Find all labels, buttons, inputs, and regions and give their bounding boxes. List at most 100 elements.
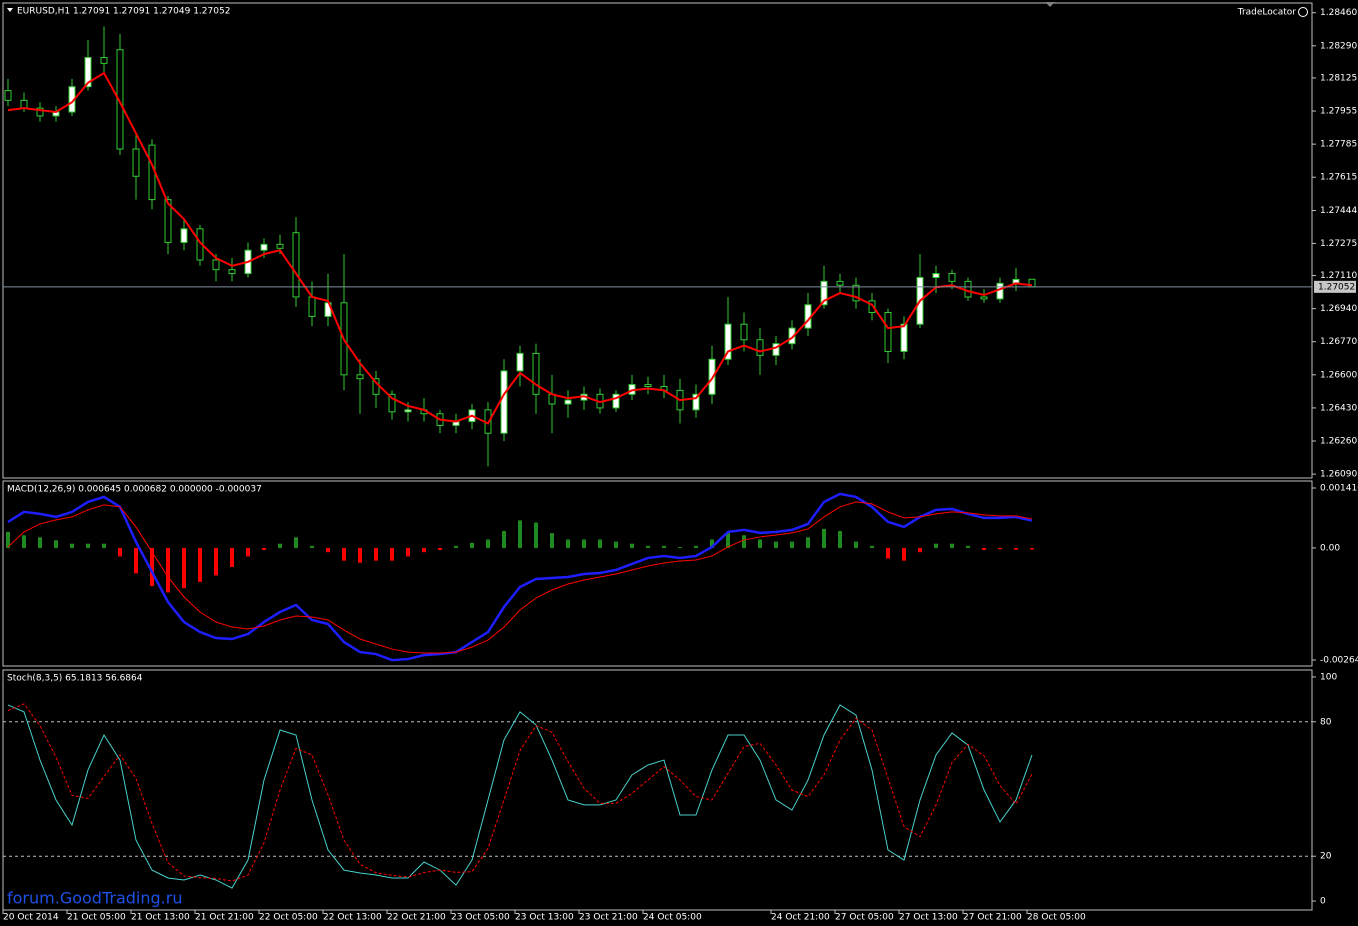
histogram-bar	[22, 535, 26, 548]
candle-body	[852, 284, 860, 302]
histogram-bar	[1030, 547, 1034, 550]
candle-body	[996, 282, 1004, 300]
histogram-bar	[614, 541, 618, 548]
histogram-bar	[198, 547, 202, 582]
x-tick-label: 22 Oct 05:00	[259, 913, 318, 923]
histogram-bar	[774, 541, 778, 548]
histogram-bar	[166, 547, 170, 593]
y-tick-label: 80	[1320, 717, 1332, 727]
y-tick-label: 1.27955	[1320, 107, 1357, 117]
histogram-bar	[390, 547, 394, 561]
histogram-bar	[454, 545, 458, 548]
indicator-line	[7, 703, 1033, 882]
candle-body	[692, 393, 700, 411]
indicator-line	[7, 492, 1033, 662]
histogram-bar	[950, 543, 954, 548]
histogram-bar	[662, 545, 666, 548]
candle-body	[260, 243, 268, 251]
y-tick-label: -0.002646	[1320, 655, 1358, 665]
histogram-bar	[86, 543, 90, 548]
histogram-bar	[214, 547, 218, 576]
histogram-bar	[422, 547, 426, 553]
histogram-bar	[902, 547, 906, 561]
candle-body	[836, 280, 844, 286]
y-tick-label: 100	[1320, 672, 1337, 682]
x-tick-label: 21 Oct 13:00	[131, 913, 190, 923]
histogram-bar	[486, 539, 490, 548]
histogram-bar	[182, 547, 186, 589]
y-tick-label: 1.27785	[1320, 140, 1357, 150]
candle-body	[388, 393, 396, 413]
candle-body	[964, 280, 972, 298]
histogram-bar	[502, 531, 506, 548]
x-tick-label: 21 Oct 05:00	[67, 913, 126, 923]
histogram-bar	[934, 543, 938, 548]
histogram-bar	[822, 528, 826, 548]
candle-body	[532, 352, 540, 395]
price-label-box	[1314, 280, 1356, 293]
candle-body	[740, 323, 748, 341]
histogram-bar	[406, 547, 410, 557]
y-tick-label: 1.27444	[1320, 206, 1357, 216]
candle-body	[900, 323, 908, 352]
histogram-bar	[470, 542, 474, 548]
y-tick-label: 0.001416	[1320, 483, 1358, 493]
histogram-bar	[518, 520, 522, 548]
candle-body	[100, 57, 108, 64]
histogram-bar	[838, 531, 842, 548]
histogram-bar	[262, 547, 266, 551]
histogram-bar	[374, 547, 378, 561]
y-tick-label: 0	[1320, 897, 1326, 907]
histogram-bar	[134, 547, 138, 574]
histogram-bar	[534, 522, 538, 548]
histogram-bar	[966, 545, 970, 548]
histogram-bar	[710, 539, 714, 548]
candle-body	[276, 243, 284, 249]
panel-title: EURUSD,H1 1.27091 1.27091 1.27049 1.2705…	[17, 7, 230, 17]
histogram-bar	[998, 547, 1002, 550]
y-tick-label: 1.28460	[1320, 8, 1357, 18]
panel-frame	[2, 480, 1313, 667]
histogram-bar	[742, 535, 746, 548]
panel-frame	[2, 2, 1313, 479]
y-tick-label: 1.26940	[1320, 304, 1357, 314]
candle-body	[612, 393, 620, 409]
y-tick-label: 1.26430	[1320, 403, 1357, 413]
histogram-bar	[678, 547, 682, 549]
candle-body	[948, 273, 956, 282]
trade-locator: TradeLocator	[1237, 8, 1297, 18]
x-tick-label: 23 Oct 05:00	[451, 913, 510, 923]
histogram-bar	[886, 547, 890, 559]
x-tick-label: 23 Oct 13:00	[515, 913, 574, 923]
x-tick-label: 28 Oct 05:00	[1027, 913, 1086, 923]
candle-body	[212, 259, 220, 271]
y-tick-label: 1.27275	[1320, 239, 1357, 249]
y-tick-label: 1.27615	[1320, 173, 1357, 183]
candle-body	[724, 323, 732, 360]
candle-body	[884, 312, 892, 352]
histogram-bar	[38, 537, 42, 548]
x-tick-label: 24 Oct 21:00	[771, 913, 830, 923]
candle-body	[84, 57, 92, 88]
scroll-marker	[1045, 2, 1055, 7]
candle-body	[564, 399, 572, 405]
histogram-bar	[294, 537, 298, 548]
x-tick-label: 22 Oct 13:00	[323, 913, 382, 923]
moving-average	[7, 71, 1033, 425]
histogram-bar	[246, 547, 250, 557]
indicator-line	[7, 501, 1033, 654]
candle-body	[516, 352, 524, 372]
histogram-bar	[694, 545, 698, 548]
histogram-bar	[1014, 547, 1018, 550]
histogram-bar	[358, 547, 362, 563]
candle-body	[164, 199, 172, 243]
y-tick-label: 20	[1320, 852, 1332, 862]
indicator-line	[7, 704, 1033, 889]
histogram-bar	[6, 531, 10, 548]
histogram-bar	[102, 543, 106, 548]
candle-body	[36, 107, 44, 117]
x-tick-label: 27 Oct 21:00	[963, 913, 1022, 923]
candle-body	[292, 232, 300, 298]
x-tick-label: 24 Oct 05:00	[643, 913, 702, 923]
